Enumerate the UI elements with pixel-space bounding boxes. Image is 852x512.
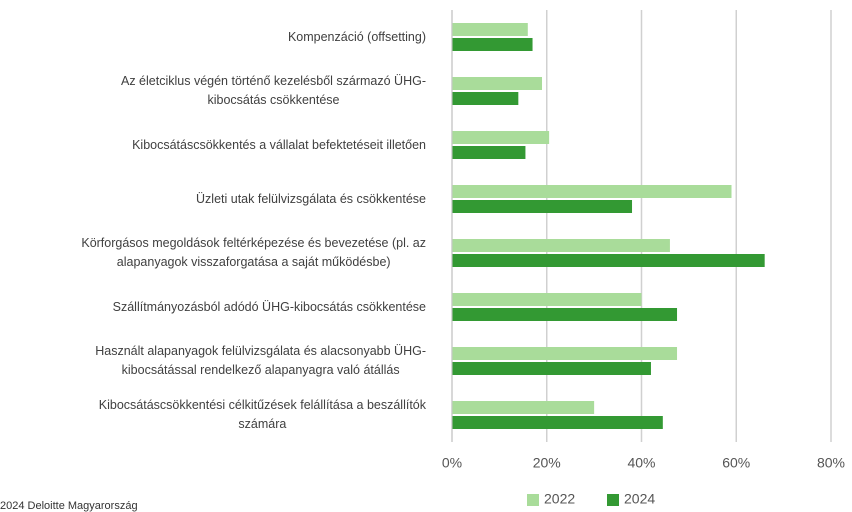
- x-tick-label: 40%: [627, 455, 655, 471]
- category-label-box: Kibocsátáscsökkentési célkitűzések felál…: [99, 388, 426, 442]
- legend-label: 2024: [624, 491, 655, 507]
- y-tick-label: Az életciklus végén történő kezelésből s…: [121, 74, 426, 107]
- bar: [452, 77, 543, 90]
- category-label-box: Üzleti utak felülvizsgálata és csökkenté…: [196, 172, 426, 226]
- legend-label: 2022: [544, 491, 575, 507]
- category-label-box: Körforgásos megoldások feltérképezése és…: [81, 226, 426, 280]
- x-tick-label: 0%: [442, 455, 462, 471]
- footer: 2024 Deloitte Magyarország: [0, 500, 138, 512]
- y-tick-label: Kibocsátáscsökkentési célkitűzések felál…: [98, 398, 426, 431]
- y-tick-label: Kompenzáció (offsetting): [287, 29, 426, 44]
- y-tick-label: Üzleti utak felülvizsgálata és csökkenté…: [196, 191, 426, 206]
- bar: [452, 362, 651, 375]
- x-tick-label: 20%: [533, 455, 561, 471]
- bar: [452, 131, 550, 144]
- x-tick-label: 80%: [817, 455, 845, 471]
- bar: [452, 347, 678, 360]
- bar: [452, 200, 633, 213]
- category-label-box: Kibocsátáscsökkentés a vállalat befektet…: [132, 118, 426, 172]
- category-label-box: Szállítmányozásból adódó ÜHG-kibocsátás …: [113, 280, 426, 334]
- y-tick-label: Körforgásos megoldások feltérképezése és…: [81, 236, 426, 269]
- x-tick-label: 60%: [722, 455, 750, 471]
- bar: [452, 254, 765, 267]
- y-tick-label: Használt alapanyagok felülvizsgálata és …: [95, 344, 426, 377]
- y-tick-label: Szállítmányozásból adódó ÜHG-kibocsátás …: [112, 299, 426, 314]
- bar: [452, 38, 533, 51]
- bar: [452, 308, 678, 321]
- bar: [452, 239, 670, 252]
- bar: [452, 293, 642, 306]
- bar: [452, 146, 526, 159]
- category-label-box: Használt alapanyagok felülvizsgálata és …: [95, 334, 426, 388]
- y-tick-label: Kibocsátáscsökkentés a vállalat befektet…: [132, 137, 426, 152]
- bar: [452, 185, 732, 198]
- legend-swatch: [527, 494, 539, 506]
- category-label-box: Kompenzáció (offsetting): [288, 10, 426, 64]
- bar: [452, 416, 663, 429]
- legend-swatch: [607, 494, 619, 506]
- category-label-box: Az életciklus végén történő kezelésből s…: [121, 64, 426, 118]
- bar: [452, 92, 519, 105]
- bar: [452, 23, 528, 36]
- bar: [452, 401, 595, 414]
